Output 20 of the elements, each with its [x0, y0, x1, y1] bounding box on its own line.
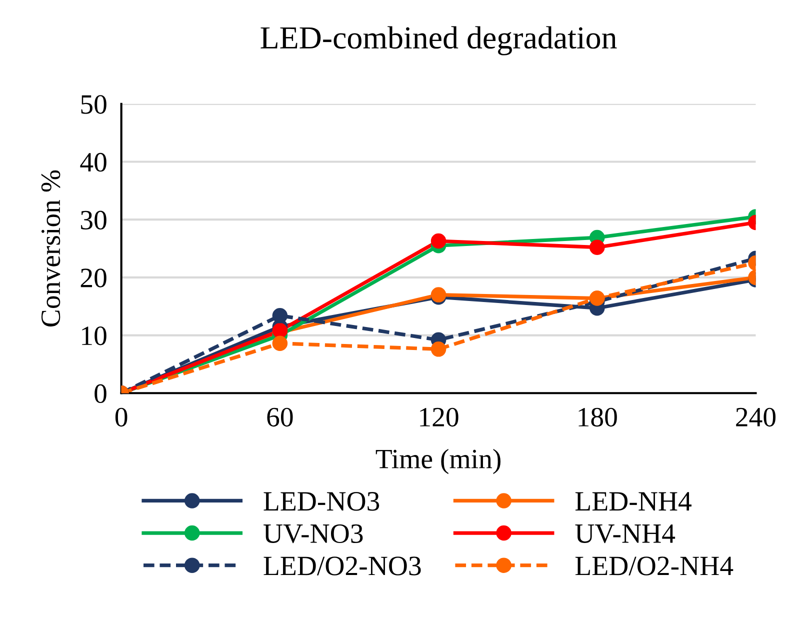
x-tick-label: 0 — [115, 408, 128, 427]
legend-label: UV-NO3 — [264, 524, 363, 544]
legend-label: LED-NO3 — [264, 492, 380, 511]
y-tick-label: 30 — [80, 210, 106, 230]
legend-label: UV-NH4 — [575, 524, 676, 544]
x-tick-label: 240 — [736, 408, 776, 427]
y-axis-title: Conversion % — [41, 170, 60, 326]
x-axis-title: Time (min) — [376, 448, 500, 474]
y-tick-label: 20 — [80, 268, 106, 288]
legend-label: LED/O2-NH4 — [575, 556, 734, 576]
y-tick-label: 50 — [81, 95, 106, 114]
legend-label: LED/O2-NO3 — [264, 556, 421, 576]
x-tick-label: 60 — [267, 408, 293, 427]
y-tick-label: 10 — [82, 326, 106, 346]
x-tick-label: 120 — [420, 408, 458, 427]
legend-label: LED-NH4 — [575, 492, 692, 511]
x-tick-label: 180 — [578, 408, 617, 427]
y-tick-label: 0 — [94, 384, 106, 404]
chart-title: LED-combined degradation — [260, 26, 617, 56]
y-tick-label: 40 — [80, 152, 106, 172]
